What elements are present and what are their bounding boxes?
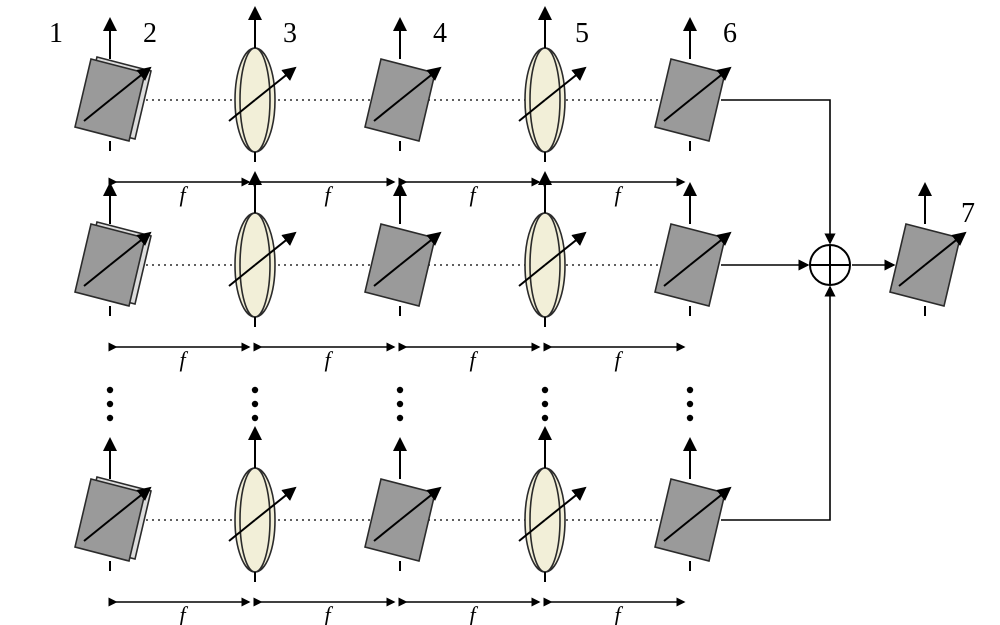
svg-text:5: 5 (575, 18, 589, 49)
svg-text:2: 2 (143, 18, 157, 49)
svg-text:3: 3 (283, 18, 297, 49)
svg-text:7: 7 (961, 198, 975, 229)
svg-text:1: 1 (49, 18, 63, 49)
svg-text:4: 4 (433, 18, 447, 49)
svg-text:6: 6 (723, 18, 737, 49)
